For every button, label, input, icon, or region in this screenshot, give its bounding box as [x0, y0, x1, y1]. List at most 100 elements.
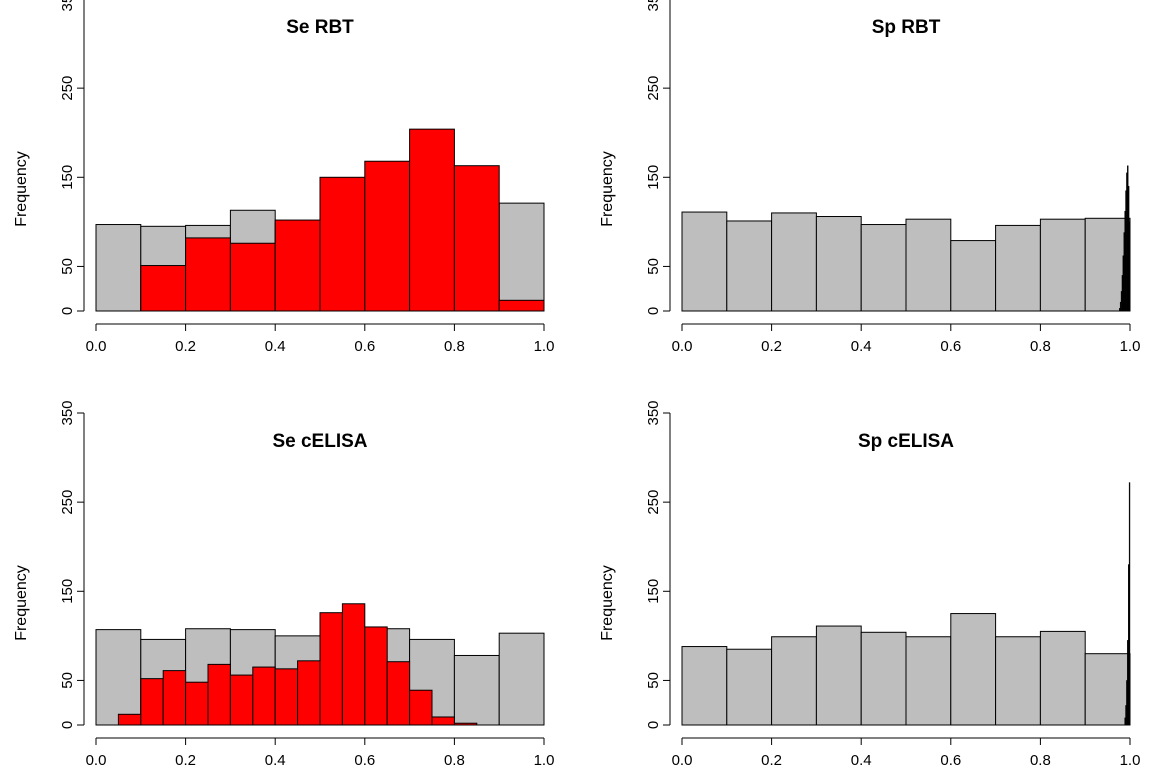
histogram-bar: [815, 216, 862, 312]
x-tick-label: 0.0: [672, 752, 693, 769]
y-axis: 0 50 150 250 350: [645, 400, 671, 729]
x-tick-label: 0.2: [175, 338, 196, 355]
y-tick-label: 50: [645, 258, 662, 275]
histogram-bar: [771, 212, 817, 312]
histogram-bar: [453, 165, 500, 312]
histogram-bar: [681, 646, 728, 726]
bars: [95, 603, 545, 726]
histogram-bar: [771, 636, 817, 726]
histogram-bar: [140, 265, 187, 312]
histogram-bar: [274, 668, 299, 726]
x-axis: 0.0 0.2 0.4 0.6 0.8 1.0: [672, 323, 1141, 355]
panel-sp-celisa: Sp cELISA Frequency 0.0 0.2 0.4 0.6 0.8 1.0 0…: [599, 400, 1140, 769]
y-axis: 0 50 150 250 350: [59, 0, 85, 315]
histogram-bar: [905, 218, 952, 312]
x-tick-label: 0.4: [265, 752, 286, 769]
x-tick-label: 0.8: [1030, 338, 1051, 355]
x-tick-label: 0.4: [265, 338, 286, 355]
y-tick-label: 350: [59, 0, 76, 12]
y-tick-label: 250: [645, 490, 662, 515]
histogram-bar: [185, 681, 209, 726]
x-axis: 0.0 0.2 0.4 0.6 0.8 1.0: [672, 737, 1141, 769]
x-tick-label: 1.0: [534, 338, 555, 355]
histogram-bar: [431, 716, 455, 726]
histogram-bar: [453, 654, 500, 726]
histogram-bar: [1128, 482, 1131, 726]
histogram-bar: [453, 722, 478, 726]
x-tick-label: 0.0: [86, 338, 107, 355]
x-tick-label: 0.4: [851, 338, 872, 355]
histogram-bar: [905, 636, 952, 726]
histogram-bar: [386, 661, 411, 726]
histogram-bar: [319, 612, 343, 726]
x-tick-label: 0.8: [444, 338, 465, 355]
y-tick-label: 250: [59, 490, 76, 515]
y-tick-label: 50: [59, 258, 76, 275]
histogram-bar: [995, 224, 1041, 312]
histogram-bar: [1039, 630, 1086, 726]
y-tick-label: 150: [59, 579, 76, 604]
panel-sp-rbt: Sp RBT Frequency 0.0 0.2 0.4 0.6 0.8 1.0 0 50 1…: [599, 0, 1140, 355]
histogram-bar: [1084, 653, 1131, 726]
x-tick-label: 1.0: [1120, 752, 1141, 769]
histogram-bar: [498, 632, 545, 726]
x-tick-label: 0.8: [444, 752, 465, 769]
histogram-bar: [162, 670, 187, 726]
histogram-bar: [341, 603, 366, 726]
histogram-bar: [1039, 218, 1086, 312]
histogram-bar: [95, 224, 142, 312]
y-axis: 0 50 150 250 350: [59, 400, 85, 729]
histogram-bar: [140, 678, 164, 726]
panel-se-celisa: Se cELISA Frequency 0.0 0.2 0.4 0.6 0.8 1.0 0…: [13, 400, 554, 769]
panel-title: Se RBT: [286, 17, 354, 38]
histogram-bar: [409, 128, 455, 312]
histogram-bar: [1128, 221, 1131, 312]
histogram-bar: [950, 240, 997, 312]
x-tick-label: 0.6: [354, 752, 375, 769]
x-tick-label: 0.2: [175, 752, 196, 769]
y-axis-label: Frequency: [599, 151, 616, 227]
bars: [681, 165, 1131, 312]
histogram-bar: [207, 663, 231, 726]
histogram-bar: [498, 299, 545, 312]
x-tick-label: 1.0: [534, 752, 555, 769]
panel-se-rbt: Se RBT Frequency 0.0 0.2 0.4 0.6 0.8 1.0 0 50 1…: [13, 0, 554, 355]
histogram-bar: [364, 626, 388, 726]
x-tick-label: 0.0: [86, 752, 107, 769]
y-axis-label: Frequency: [599, 565, 616, 641]
panel-title: Sp cELISA: [858, 431, 954, 452]
histogram-bar: [319, 176, 366, 312]
y-tick-label: 250: [59, 76, 76, 101]
x-tick-label: 0.6: [354, 338, 375, 355]
y-tick-label: 350: [645, 0, 662, 12]
x-tick-label: 0.6: [940, 338, 961, 355]
histogram-bar: [252, 666, 276, 726]
y-axis-label: Frequency: [13, 565, 30, 641]
x-axis: 0.0 0.2 0.4 0.6 0.8 1.0: [86, 737, 555, 769]
histogram-bar: [185, 237, 231, 312]
y-tick-label: 50: [59, 672, 76, 689]
x-tick-label: 1.0: [1120, 338, 1141, 355]
histogram-bar: [95, 629, 142, 726]
histogram-bar: [229, 674, 254, 726]
y-tick-label: 250: [645, 76, 662, 101]
x-tick-label: 0.6: [940, 752, 961, 769]
histogram-bar: [995, 636, 1041, 726]
panel-title: Sp RBT: [872, 17, 941, 38]
histogram-bar: [681, 211, 728, 312]
histogram-bar: [364, 160, 411, 312]
histogram-bar: [297, 660, 321, 726]
y-tick-label: 350: [59, 400, 76, 425]
histogram-bar: [815, 625, 862, 726]
histogram-bar: [498, 202, 545, 312]
y-tick-label: 50: [645, 672, 662, 689]
bars: [95, 128, 545, 312]
y-tick-label: 150: [645, 165, 662, 190]
y-axis: 0 50 150 250 350: [645, 0, 671, 315]
x-tick-label: 0.4: [851, 752, 872, 769]
histogram-bar: [229, 242, 276, 312]
histogram-bar: [274, 219, 321, 312]
histogram-bar: [860, 224, 907, 312]
x-tick-label: 0.0: [672, 338, 693, 355]
